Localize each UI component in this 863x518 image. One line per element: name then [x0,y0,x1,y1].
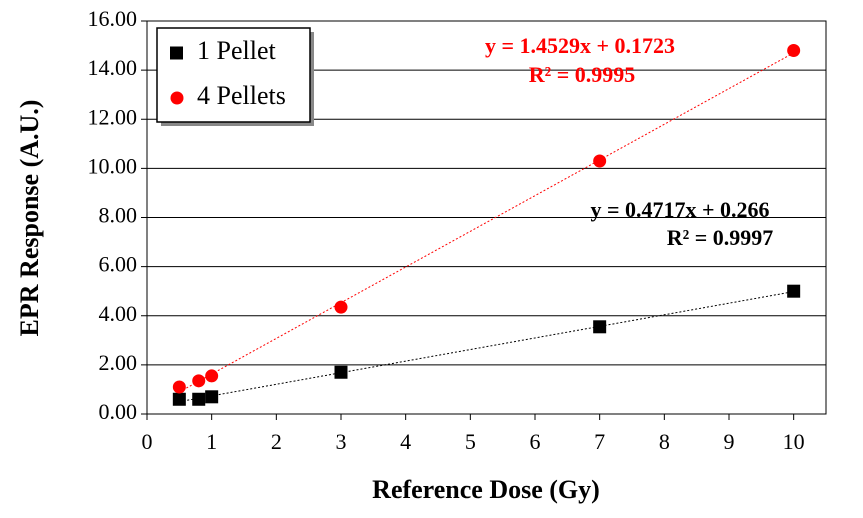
trendline [179,52,794,393]
trendline [179,291,794,403]
point [334,365,348,379]
x-tick-label: 1 [206,429,217,454]
x-tick-label: 8 [659,429,670,454]
y-tick-label: 8.00 [99,203,138,228]
trendline-r2: R² = 0.9997 [667,225,774,250]
y-tick-label: 12.00 [88,104,138,129]
point [205,390,219,404]
x-tick-label: 2 [271,429,282,454]
legend-label: 4 Pellets [197,81,286,110]
point [787,43,801,57]
legend-label: 1 Pellet [197,36,276,65]
point [593,154,607,168]
x-tick-label: 7 [594,429,605,454]
y-tick-label: 2.00 [99,350,138,375]
y-axis-title: EPR Response (A.U.) [15,100,44,337]
x-tick-label: 5 [465,429,476,454]
y-tick-label: 16.00 [88,6,138,31]
point [172,392,186,406]
x-tick-label: 3 [336,429,347,454]
y-tick-label: 10.00 [88,153,138,178]
point [593,320,607,334]
x-axis-title: Reference Dose (Gy) [372,475,600,504]
point [334,300,348,314]
trendline-equation: y = 1.4529x + 0.1723 [485,33,675,58]
x-tick-label: 6 [530,429,541,454]
point [787,284,801,298]
point [192,374,206,388]
y-tick-label: 6.00 [99,252,138,277]
point [192,392,206,406]
point [205,369,219,383]
x-tick-label: 9 [724,429,735,454]
x-tick-label: 4 [400,429,411,454]
trendline-equation: y = 0.4717x + 0.266 [590,197,769,222]
y-tick-label: 4.00 [99,301,138,326]
trendline-r2: R² = 0.9995 [529,62,636,87]
x-tick-label: 10 [783,429,805,454]
plot-frame [146,20,827,415]
legend-box [156,27,311,123]
legend-marker [170,91,184,105]
legend-marker [170,46,183,60]
y-tick-label: 0.00 [99,399,138,424]
point [172,380,186,394]
x-tick-label: 0 [142,429,153,454]
y-tick-label: 14.00 [88,55,138,80]
